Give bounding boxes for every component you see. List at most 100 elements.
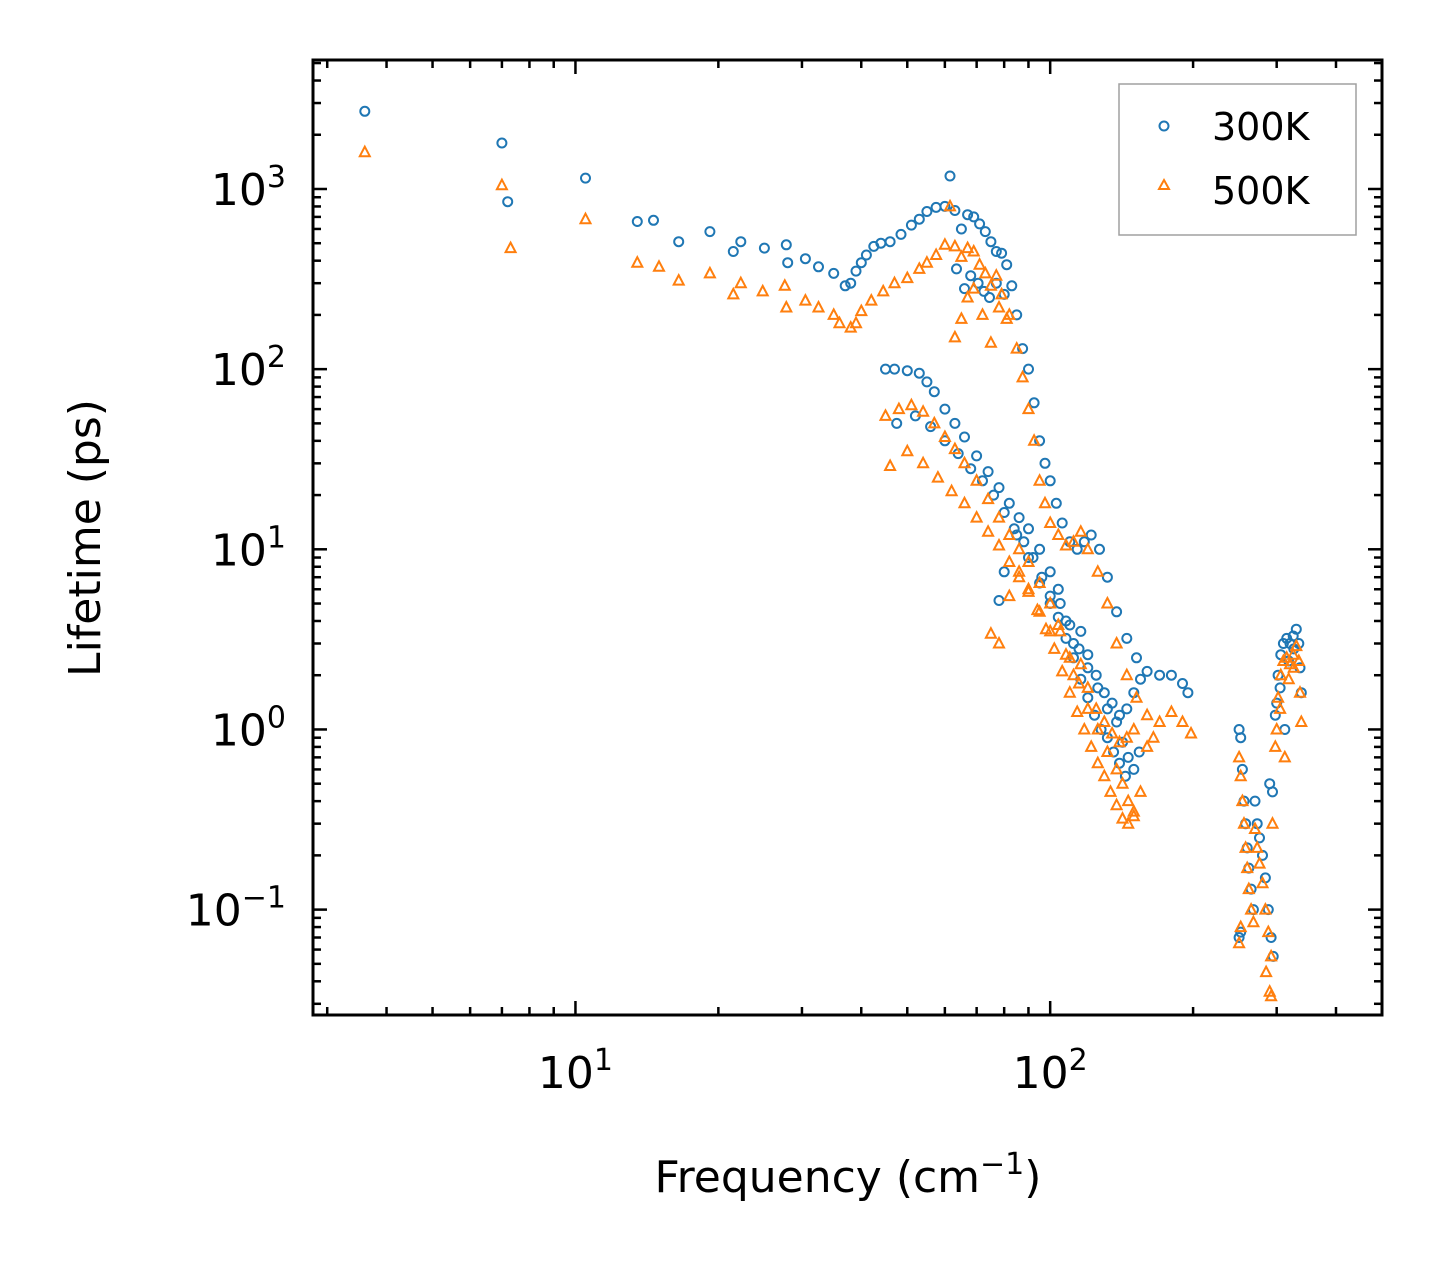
point-500K: [876, 283, 890, 297]
point-500K: [1264, 948, 1278, 962]
point-500K: [992, 537, 1006, 551]
point-500K: [904, 397, 919, 411]
point-500K: [1175, 714, 1190, 727]
y-tick-label: 101: [211, 520, 286, 576]
point-300K: [1235, 732, 1247, 744]
point-500K: [1120, 667, 1134, 681]
point-500K: [1010, 340, 1024, 354]
point-500K: [652, 259, 666, 272]
point-300K: [1018, 536, 1030, 548]
point-500K: [1129, 690, 1144, 703]
point-300K: [921, 376, 933, 388]
point-500K: [495, 177, 509, 191]
point-300K: [1044, 475, 1056, 487]
point-300K: [648, 214, 659, 226]
point-300K: [1101, 571, 1113, 583]
point-500K: [1081, 680, 1095, 693]
point-500K: [1091, 755, 1105, 769]
point-300K: [1128, 763, 1140, 775]
point-300K: [962, 209, 974, 221]
point-300K: [1023, 523, 1034, 535]
point-300K: [895, 228, 907, 240]
point-300K: [1090, 669, 1102, 681]
point-300K: [905, 219, 917, 231]
plot-frame: [311, 58, 1384, 1017]
point-500K: [984, 278, 998, 291]
point-500K: [630, 255, 644, 268]
point-500K: [1097, 714, 1111, 727]
point-500K: [1063, 650, 1077, 663]
point-300K: [1075, 625, 1087, 637]
point-300K: [1271, 697, 1283, 709]
point-500K: [1043, 515, 1057, 528]
point-300K: [1094, 543, 1105, 555]
point-500K: [1105, 725, 1119, 739]
point-300K: [1119, 770, 1131, 782]
point-500K: [1072, 675, 1086, 689]
point-500K: [1091, 564, 1105, 577]
point-500K: [1077, 721, 1091, 735]
point-300K: [1013, 512, 1025, 524]
point-300K: [1068, 638, 1079, 649]
point-500K: [849, 315, 863, 329]
point-500K: [1258, 901, 1273, 915]
point-500K: [1100, 595, 1115, 609]
y-tick-label: 102: [211, 340, 286, 396]
point-500K: [864, 292, 878, 306]
point-500K: [1232, 935, 1246, 949]
point-500K: [1146, 730, 1161, 743]
point-500K: [827, 307, 841, 320]
point-300K: [959, 431, 970, 443]
point-300K: [1028, 397, 1040, 409]
point-500K: [927, 415, 941, 429]
point-500K: [994, 286, 1009, 300]
point-500K: [1012, 541, 1026, 555]
legend-300k-marker: [1158, 120, 1170, 132]
point-500K: [1038, 495, 1052, 509]
point-300K: [1082, 649, 1094, 661]
point-300K: [799, 253, 811, 265]
point-300K: [928, 386, 940, 398]
point-500K: [1100, 744, 1115, 757]
point-500K: [948, 329, 962, 343]
point-300K: [1233, 932, 1245, 943]
point-500K: [1120, 730, 1134, 743]
point-300K: [1154, 669, 1166, 681]
point-300K: [813, 261, 824, 273]
point-500K: [1248, 821, 1262, 834]
point-300K: [1044, 590, 1056, 602]
point-500K: [1235, 793, 1250, 807]
point-300K: [850, 265, 862, 277]
point-500K: [1252, 855, 1267, 869]
point-500K: [703, 265, 717, 279]
point-500K: [1255, 875, 1270, 889]
point-500K: [1043, 623, 1057, 637]
point-300K: [1274, 682, 1286, 694]
point-500K: [672, 272, 686, 286]
point-300K: [959, 283, 970, 295]
legend: 300K 500K: [1118, 83, 1357, 236]
point-500K: [1081, 541, 1095, 555]
point-500K: [1164, 704, 1179, 717]
point-500K: [1127, 808, 1141, 822]
point-300K: [1052, 583, 1064, 595]
point-300K: [884, 236, 896, 248]
point-500K: [1261, 924, 1275, 938]
point-500K: [1021, 554, 1036, 567]
point-500K: [1184, 725, 1198, 739]
point-300K: [580, 172, 591, 184]
point-500K: [892, 401, 906, 415]
point-500K: [984, 626, 998, 639]
point-500K: [1140, 707, 1154, 721]
point-500K: [1109, 761, 1124, 775]
point-500K: [1250, 840, 1264, 853]
point-500K: [1238, 840, 1253, 853]
point-500K: [1244, 901, 1258, 915]
point-300K: [955, 223, 967, 235]
point-500K: [1074, 524, 1088, 537]
point-500K: [1002, 554, 1016, 567]
point-300K: [780, 239, 792, 251]
point-500K: [1021, 401, 1036, 415]
point-300K: [913, 367, 925, 379]
point-300K: [901, 365, 913, 377]
